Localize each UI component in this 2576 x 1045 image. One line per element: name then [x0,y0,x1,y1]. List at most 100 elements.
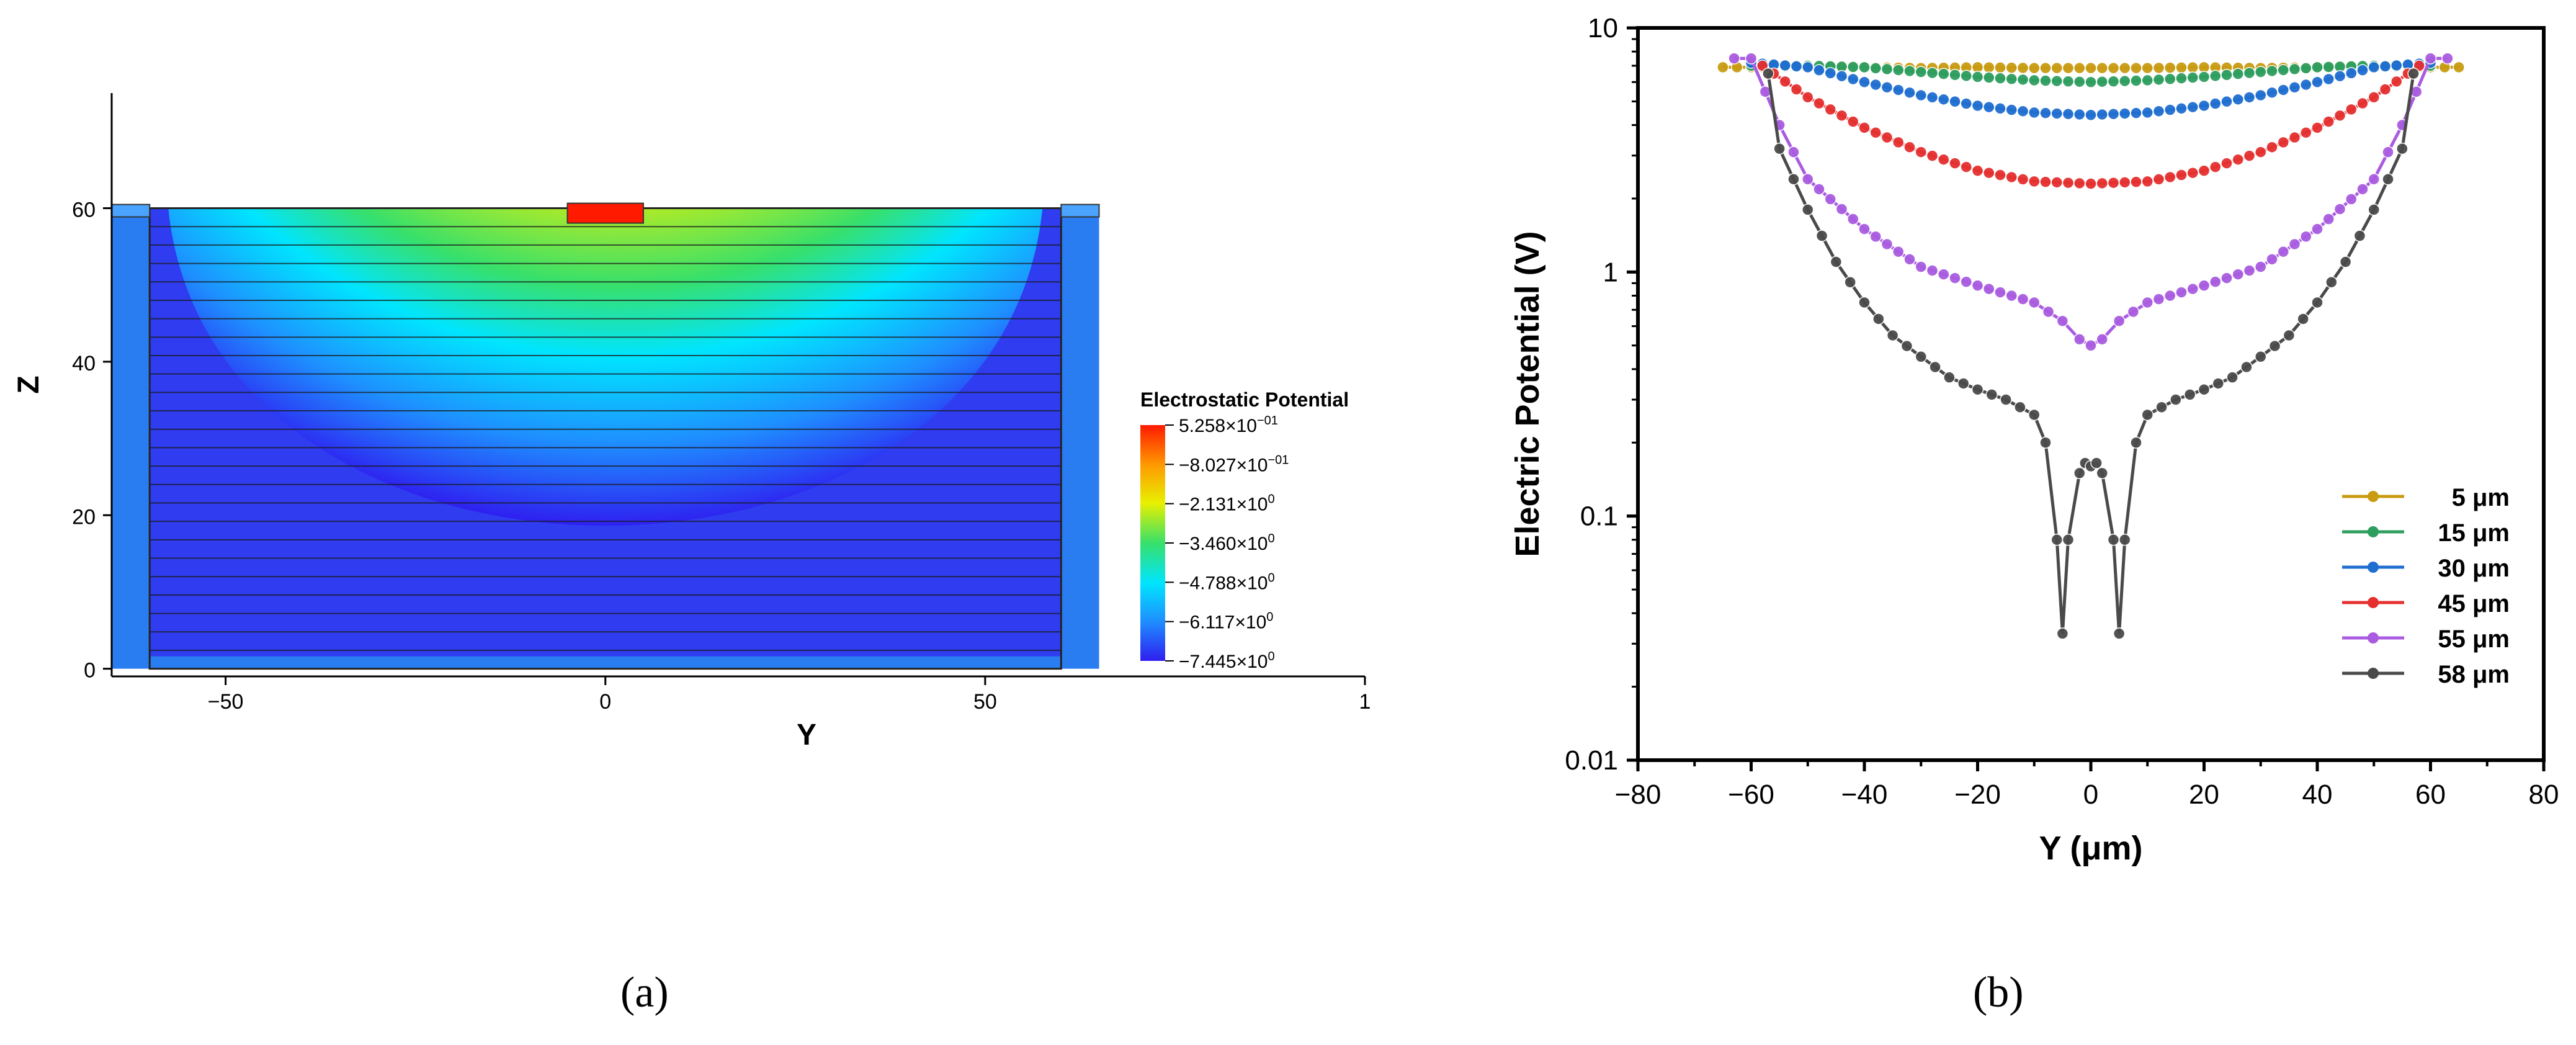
series-marker [1971,71,1984,83]
series-marker [2016,73,2029,86]
series-marker [2141,296,2153,309]
series-marker [2333,70,2346,83]
series-marker [2255,89,2267,102]
series-marker [1815,230,1828,242]
series-marker [1903,141,1916,153]
series-marker [2288,238,2301,251]
series-marker [2345,193,2358,205]
series-marker [2379,60,2392,73]
y-tick-label: 20 [72,505,96,529]
series-marker [2042,305,2055,318]
series-marker [1858,122,1871,134]
series-marker [2297,313,2309,325]
x-tick-label: 1 [1359,690,1371,714]
series-marker [1847,115,1859,128]
x-axis-label: Y [797,719,816,751]
series-marker [2212,377,2225,390]
series-marker [2300,78,2312,91]
series-marker [1881,81,1894,94]
series-marker [1872,313,1885,325]
colorbar-label: −2.131×100 [1179,493,1275,515]
legend-marker [2368,668,2379,679]
legend: 5 μm 15 μm 30 μm 45 μm 55 μm 58 μm [2342,484,2510,688]
series-marker [2322,61,2335,73]
y-tick-label: 0 [84,659,96,683]
series-marker [2152,173,2165,186]
series-marker [2164,171,2176,184]
series-marker [2164,104,2176,116]
series-marker [2119,74,2131,87]
series-marker [2300,126,2312,139]
series-marker [1994,61,2006,74]
series-marker [2005,289,2018,302]
series-marker [1802,173,1814,186]
series-marker [2186,71,2199,84]
series-marker [2441,52,2454,65]
series-marker [2056,315,2069,328]
series-marker [2382,173,2394,186]
series-marker [2130,176,2142,188]
series-marker [2325,276,2338,289]
series-marker [1858,61,1871,74]
series-marker [1971,279,1984,292]
series-marker [2152,61,2165,74]
series-marker [2243,150,2256,162]
series-marker [1830,256,1843,268]
series-5 [1762,67,2420,640]
series-marker [1892,245,1905,258]
series-marker [2141,74,2153,87]
series-marker [2141,408,2153,421]
series-marker [2039,61,2052,74]
plot-frame [1636,26,2546,762]
series-marker [2062,107,2075,120]
series-marker [2096,177,2108,190]
series-marker [1745,52,1758,65]
series-marker [2175,286,2188,298]
top-contact [566,202,644,224]
series-marker [1949,272,1961,284]
series-marker [2311,76,2323,89]
series-marker [2198,383,2211,396]
series-marker [2130,436,2142,449]
series-marker [1949,157,1961,169]
series-marker [2130,61,2142,74]
series-marker [2051,74,2063,87]
series-marker [1903,65,1916,78]
series-marker [2073,177,2086,190]
series-marker [2016,105,2029,117]
series-marker [1835,70,1848,83]
series-marker [1926,264,1939,277]
y-tick-label: 1 [1603,257,1618,287]
series-marker [2243,91,2256,104]
series-line [1766,73,2415,634]
series-marker [1824,67,1836,79]
series-marker [2277,245,2289,258]
y-tick-label: 0.1 [1580,501,1618,532]
series-marker [1813,97,1825,110]
series-marker [1869,126,1882,139]
series-marker [2062,176,2075,189]
legend-label: 15 μm [2438,519,2510,547]
series-marker [1929,361,1941,374]
series-marker [2028,408,2041,421]
series-marker [1787,146,1800,158]
series-marker [2356,64,2369,76]
series-marker [2152,293,2165,305]
series-marker [2368,61,2380,74]
series-marker [1858,223,1871,235]
series-marker [2255,350,2267,363]
series-marker [2382,146,2394,158]
series-marker [2051,107,2063,120]
series-marker [1915,350,1927,363]
series-marker [2288,81,2301,94]
series-marker [2016,173,2029,186]
series-marker [1915,89,1927,102]
legend-label: 45 μm [2438,590,2510,617]
legend-marker [2368,632,2379,644]
series-marker [2311,122,2323,134]
series-marker [2141,61,2153,74]
series-marker [2005,73,2018,85]
series-marker [2345,67,2358,79]
x-tick-label: 20 [2189,779,2219,810]
series-marker [1813,183,1825,195]
